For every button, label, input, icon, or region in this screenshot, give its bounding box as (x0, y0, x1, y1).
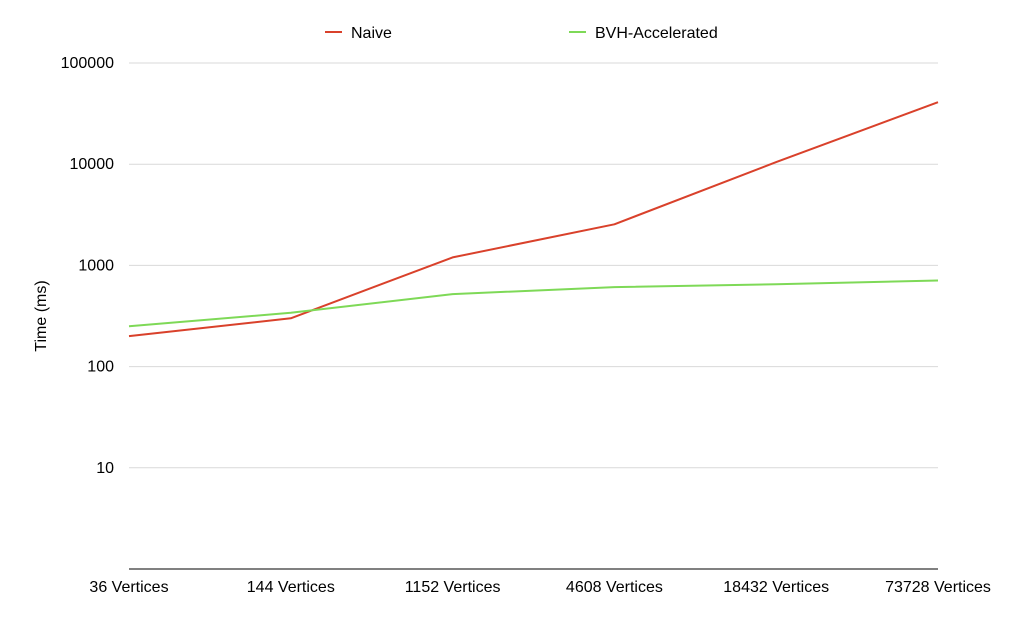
legend-item-naive: Naive (325, 25, 392, 42)
series-lines (128, 101, 939, 338)
y-tick-label: 1000 (78, 257, 114, 274)
x-tick-label: 1152 Vertices (405, 579, 501, 596)
x-tick-label: 18432 Vertices (723, 579, 829, 596)
legend: Naive BVH-Accelerated (325, 25, 718, 42)
y-tick-label: 100 (87, 359, 114, 376)
x-tick-label: 4608 Vertices (566, 579, 663, 596)
y-tick-label: 10 (96, 460, 114, 477)
legend-item-bvh-accelerated: BVH-Accelerated (569, 25, 718, 42)
x-tick-label: 36 Vertices (89, 579, 168, 596)
y-tick-label: 10000 (70, 156, 115, 173)
series-line-naive (128, 101, 939, 338)
series-line-bvh-accelerated (128, 279, 939, 328)
y-tick-labels: 10 100 1000 10000 100000 (61, 55, 114, 477)
y-axis-title: Time (ms) (33, 280, 50, 351)
y-tick-label: 100000 (61, 55, 114, 72)
gridlines (129, 62, 938, 570)
legend-label-bvh-accelerated: BVH-Accelerated (595, 25, 718, 42)
legend-label-naive: Naive (351, 25, 392, 42)
x-tick-labels: 36 Vertices 144 Vertices 1152 Vertices 4608… (89, 579, 991, 596)
x-tick-label: 73728 Vertices (885, 579, 991, 596)
x-tick-label: 144 Vertices (247, 579, 335, 596)
